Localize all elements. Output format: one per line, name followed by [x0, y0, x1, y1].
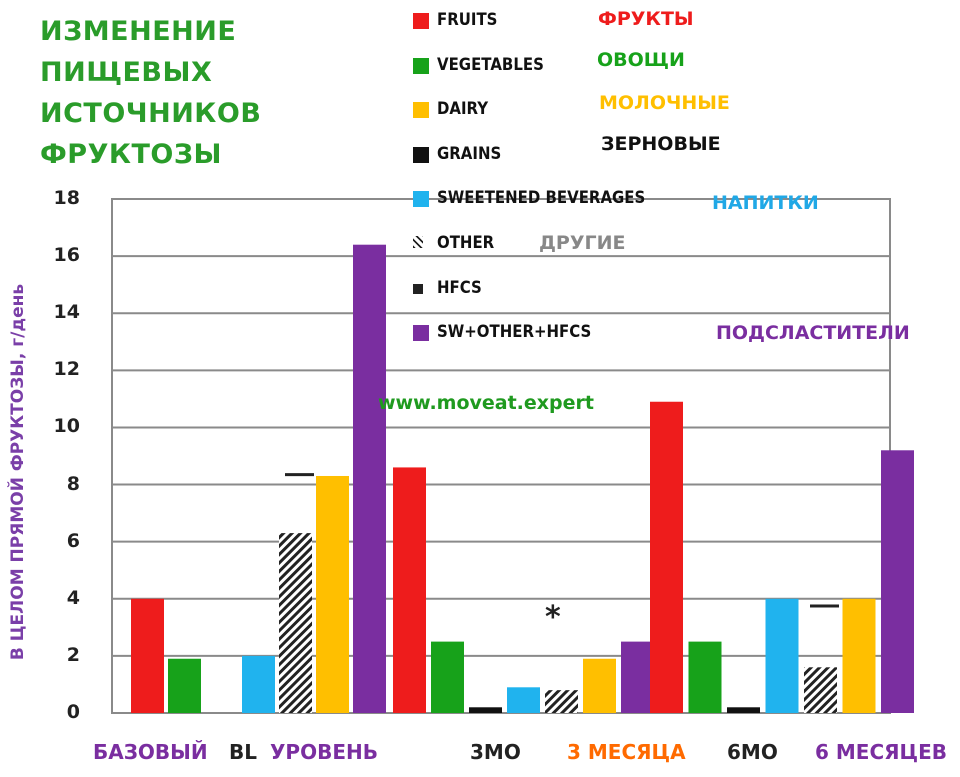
bar-dairy-6mo: [842, 598, 876, 713]
legend-label-ru-dairy: МОЛОЧНЫЕ: [599, 92, 730, 114]
bar-fruits-bl: [131, 598, 164, 713]
x-label-6-mesyatsev: 6 МЕСЯЦЕВ: [815, 740, 947, 764]
bar-sw-other-hfcs-6mo: [881, 450, 914, 713]
legend-label-vegetables: VEGETABLES: [437, 54, 544, 75]
legend-label-fruits: FRUITS: [437, 10, 498, 30]
significance-asterisk: *: [545, 600, 561, 635]
y-tick-label: 18: [53, 187, 80, 209]
legend-swatch-sweetened-beverages: [413, 191, 429, 208]
legend-label-ru-sw-other-hfcs: ПОДСЛАСТИТЕЛИ: [716, 322, 910, 344]
legend-label-ru-grains: ЗЕРНОВЫЕ: [601, 133, 721, 155]
bar-dairy-3mo: [583, 658, 616, 713]
bar-other-3mo: [545, 690, 578, 713]
y-tick-label: 14: [53, 301, 80, 324]
legend-label-other: OTHER: [437, 233, 495, 253]
x-tick-6mo: 6MO: [727, 740, 778, 764]
legend-swatch-dairy: [413, 102, 429, 119]
title-line: ИЗМЕНЕНИЕ: [40, 16, 237, 47]
y-tick-label: 4: [66, 586, 80, 609]
bar-sw-other-hfcs-3mo: [621, 641, 654, 713]
y-tick-label: 12: [53, 358, 80, 381]
legend-label-ru-sweetened-beverages: НАПИТКИ: [712, 192, 819, 214]
x-label-bazovyi: БАЗОВЫЙ: [93, 740, 208, 764]
y-tick-label: 6: [66, 529, 80, 552]
bar-vegetables-6mo: [688, 641, 722, 713]
legend-label-sweetened-beverages: SWEETENED BEVERAGES: [437, 188, 646, 209]
y-axis-label: В ЦЕЛОМ ПРЯМОЙ ФРУКТОЗЫ, г/день: [8, 283, 28, 661]
website-watermark: www.moveat.expert: [378, 392, 594, 414]
bar-other-bl: [279, 533, 312, 713]
legend-label-dairy: DAIRY: [437, 99, 489, 120]
bar-sw-other-hfcs-bl: [353, 244, 386, 713]
x-tick-bl: BL: [229, 740, 257, 764]
legend-label-ru-vegetables: ОВОЩИ: [597, 49, 685, 71]
bar-grains-3mo: [469, 707, 502, 713]
legend-swatch-hfcs: [413, 283, 423, 294]
bar-vegetables-3mo: [431, 641, 464, 713]
bar-fruits-3mo: [393, 467, 426, 713]
legend-swatch-vegetables: [413, 57, 429, 74]
legend-label-sw-other-hfcs: SW+OTHER+HFCS: [437, 322, 592, 343]
x-label-uroven: УРОВЕНЬ: [270, 740, 378, 764]
y-tick-label: 0: [66, 701, 80, 723]
bar-vegetables-bl: [168, 658, 201, 713]
bar-fruits-6mo: [650, 401, 683, 713]
title-line: ИСТОЧНИКОВ: [40, 98, 262, 129]
y-tick-label: 8: [66, 472, 80, 495]
legend-label-hfcs: HFCS: [437, 277, 482, 298]
title-line: ПИЩЕВЫХ: [40, 57, 213, 88]
bar-other-6mo: [804, 667, 837, 713]
bar-sweetened-beverages-3mo: [507, 687, 540, 713]
legend-swatch-grains: [413, 146, 429, 163]
bar-hfcs-bl: [285, 473, 314, 477]
y-tick-label: 2: [66, 643, 80, 666]
bar-grains-6mo: [727, 707, 760, 713]
legend-label-grains: GRAINS: [437, 143, 502, 164]
y-tick-label: 10: [53, 415, 80, 438]
legend-swatch-fruits: [413, 13, 429, 29]
bar-dairy-bl: [316, 475, 349, 713]
legend-swatch-other: [413, 236, 423, 248]
bar-sweetened-beverages-bl: [242, 655, 275, 713]
bar-sweetened-beverages-6mo: [765, 598, 799, 713]
y-tick-label: 16: [53, 244, 80, 267]
legend-label-ru-fruits: ФРУКТЫ: [598, 8, 694, 30]
legend-swatch-sw-other-hfcs: [413, 325, 429, 342]
title-line: ФРУКТОЗЫ: [40, 139, 222, 170]
bar-hfcs-6mo: [810, 604, 839, 608]
legend-label-ru-other: ДРУГИЕ: [539, 232, 626, 254]
x-label-3-mesyatsa: 3 МЕСЯЦА: [567, 740, 686, 764]
x-tick-3mo: 3MO: [470, 740, 521, 764]
